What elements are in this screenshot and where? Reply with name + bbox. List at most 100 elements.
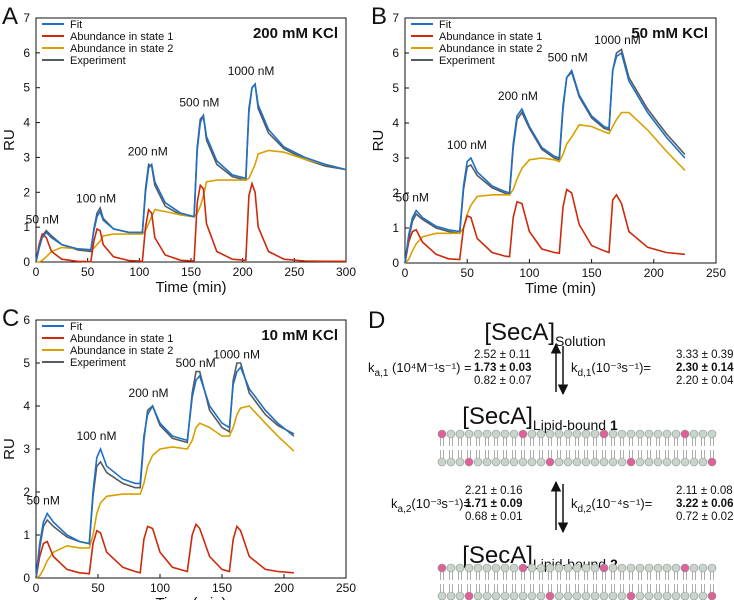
lipid-head <box>653 591 663 600</box>
y-axis-label: RU <box>1 129 18 151</box>
x-tick-label: 100 <box>129 265 149 279</box>
lipid-head <box>653 457 663 467</box>
species-main: [SecA] <box>462 403 533 430</box>
lipid-head <box>527 429 537 439</box>
y-tick-label: 5 <box>392 81 399 95</box>
x-tick-label: 150 <box>181 265 201 279</box>
lipid-head <box>626 591 636 600</box>
panel-letter: A <box>2 3 18 30</box>
y-tick-label: 2 <box>23 185 30 199</box>
lipid-head <box>653 563 663 573</box>
rate-label: ka,1 (10⁴M⁻¹s⁻¹) = <box>368 360 472 379</box>
lipid-head <box>482 563 492 573</box>
lipid-head <box>527 563 537 573</box>
lipid-head <box>446 591 456 600</box>
lipid-head <box>698 563 708 573</box>
lipid-head <box>482 457 492 467</box>
plot-frame <box>35 17 347 263</box>
annotation: 100 nM <box>447 138 487 152</box>
rate-value: 2.21 ± 0.16 <box>465 485 522 497</box>
y-tick-label: 1 <box>23 220 30 234</box>
lipid-head <box>662 457 672 467</box>
lipid-head <box>536 429 546 439</box>
lipid-head <box>617 591 627 600</box>
data-line <box>35 82 347 263</box>
y-tick-label: 1 <box>392 221 399 235</box>
lipid-head <box>707 429 717 439</box>
panel-letter: C <box>2 305 19 332</box>
y-tick-label: 6 <box>23 46 30 60</box>
rate-unit: (10⁴M⁻¹s⁻¹) = <box>388 360 471 375</box>
lipid-head <box>527 591 537 600</box>
y-tick-label: 4 <box>23 399 30 413</box>
lipid-head <box>608 563 618 573</box>
lipid-head <box>608 591 618 600</box>
lipid-head <box>563 591 573 600</box>
legend-label: Abundance in state 2 <box>70 345 173 357</box>
lipid-head <box>563 457 573 467</box>
lipid-head <box>464 429 474 439</box>
lipid-head <box>572 563 582 573</box>
rate-sub: d,1 <box>578 368 592 379</box>
lipid-head <box>698 591 708 600</box>
lipid-head <box>572 591 582 600</box>
x-tick-label: 0 <box>33 581 40 595</box>
x-tick-label: 250 <box>336 581 356 595</box>
legend-label: Experiment <box>70 357 126 369</box>
legend-label: Experiment <box>70 55 126 67</box>
x-tick-label: 50 <box>91 581 105 595</box>
lipid-head <box>626 457 636 467</box>
y-tick-label: 5 <box>23 81 30 95</box>
rate-unit: (10⁻⁴s⁻¹)= <box>591 496 652 511</box>
lipid-head <box>581 563 591 573</box>
lipid-head <box>689 591 699 600</box>
lipid-head <box>473 429 483 439</box>
lipid-head <box>644 563 654 573</box>
x-tick-label: 0 <box>33 265 40 279</box>
lipid-head <box>554 591 564 600</box>
lipid-head <box>518 563 528 573</box>
lipid-head <box>500 563 510 573</box>
lipid-head <box>662 563 672 573</box>
lipid-head <box>653 429 663 439</box>
plot-frame <box>35 319 347 579</box>
rate-label: kd,2(10⁻⁴s⁻¹)= <box>571 496 652 515</box>
lipid-head <box>473 591 483 600</box>
lipid-head <box>590 563 600 573</box>
y-tick-label: 6 <box>392 46 399 60</box>
lipid-head <box>698 429 708 439</box>
annotation: 50 nM <box>26 494 59 508</box>
lipid-head <box>581 429 591 439</box>
rate-symbol: k <box>391 496 398 511</box>
chart-title: 50 mM KCl <box>631 25 708 42</box>
species-label: [SecA]Lipid-bound 1 <box>462 403 618 433</box>
lipid-head <box>680 457 690 467</box>
lipid-head <box>671 429 681 439</box>
x-axis-label: Time (min) <box>155 595 226 600</box>
lipid-head <box>545 591 555 600</box>
y-axis-label: RU <box>370 130 387 152</box>
y-tick-label: 0 <box>23 255 30 269</box>
data-line <box>404 111 686 264</box>
lipid-head <box>545 429 555 439</box>
lipid-head <box>545 563 555 573</box>
lipid-head <box>599 591 609 600</box>
species-sub: Solution <box>555 333 606 349</box>
lipid-head <box>482 591 492 600</box>
x-axis-label: Time (min) <box>525 280 596 297</box>
annotation: 1000 nM <box>228 64 275 78</box>
lipid-head <box>563 429 573 439</box>
y-tick-label: 2 <box>392 186 399 200</box>
lipid-head <box>698 457 708 467</box>
legend-label: Abundance in state 1 <box>70 333 173 345</box>
x-tick-label: 200 <box>274 581 294 595</box>
chart-title: 10 mM KCl <box>261 327 338 344</box>
lipid-head <box>680 429 690 439</box>
rate-symbol: k <box>571 360 578 375</box>
lipid-head <box>446 563 456 573</box>
lipid-head <box>536 563 546 573</box>
lipid-head <box>590 457 600 467</box>
chart-title: 200 mM KCl <box>253 25 338 42</box>
lipid-head <box>500 591 510 600</box>
lipid-head <box>689 457 699 467</box>
